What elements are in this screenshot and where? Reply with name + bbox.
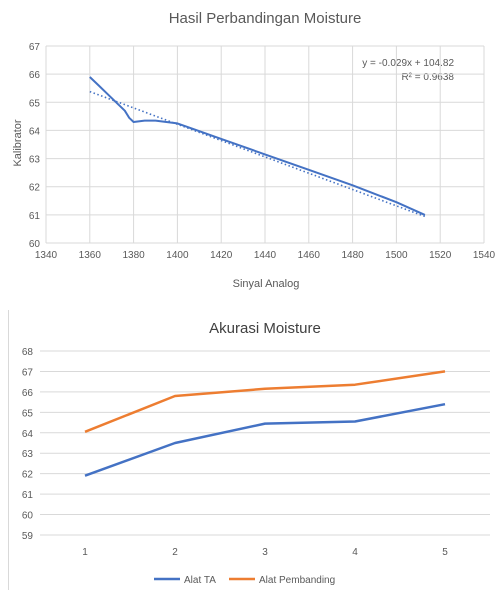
chart1-x-tick-label: 1340	[35, 250, 58, 261]
chart1-x-tick-label: 1460	[298, 250, 321, 261]
chart2-x-tick-label: 5	[442, 547, 448, 558]
chart1-y-tick-label: 62	[29, 183, 41, 194]
chart2-y-tick-label: 66	[22, 388, 34, 399]
chart1-x-tick-label: 1480	[341, 250, 364, 261]
trendline-equation: y = -0.029x + 104.82	[362, 58, 454, 69]
chart1-y-tick-label: 64	[29, 126, 41, 137]
chart2-left-border	[8, 310, 9, 590]
chart1-x-tick-label: 1440	[254, 250, 277, 261]
chart1-y-tick-label: 66	[29, 70, 41, 81]
trendline-r-squared: R² = 0.9638	[401, 72, 454, 83]
chart1-y-axis-label: Kalibrator	[12, 119, 24, 166]
chart2-x-tick-label: 1	[82, 547, 88, 558]
chart2-title: Akurasi Moisture	[209, 320, 321, 337]
trendline	[89, 90, 426, 218]
chart-moisture-accuracy: Akurasi Moisture 59 60 61 62 63 64 65 66 67 68 1 2 3…	[0, 305, 498, 592]
chart1-x-tick-label: 1520	[429, 250, 452, 261]
chart2-y-tick-label: 59	[22, 531, 34, 542]
legend-label-alat-pembanding: Alat Pembanding	[259, 575, 335, 586]
chart2-y-tick-label: 65	[22, 408, 34, 419]
chart1-y-tick-label: 65	[29, 98, 41, 109]
chart2-series-line-alat-ta	[84, 402, 446, 477]
chart1-x-tick-label: 1500	[385, 250, 408, 261]
chart1-title: Hasil Perbandingan Moisture	[169, 10, 362, 27]
chart2-series-line-alat-pembanding	[84, 370, 446, 433]
chart1-y-tick-label: 60	[29, 239, 41, 250]
chart1-series-line	[89, 76, 426, 216]
chart2-y-tick-label: 68	[22, 347, 34, 358]
chart1-svg: Hasil Perbandingan Moisture Sinyal Analo…	[12, 10, 496, 290]
chart2-y-tick-label: 62	[22, 470, 34, 481]
chart2-x-tick-label: 3	[262, 547, 268, 558]
legend-label-alat-ta: Alat TA	[184, 575, 216, 586]
chart2-y-tick-label: 64	[22, 429, 34, 440]
chart1-x-tick-label: 1360	[79, 250, 102, 261]
chart2-y-tick-label: 60	[22, 511, 34, 522]
chart1-x-tick-label: 1380	[122, 250, 145, 261]
chart2-y-tick-label: 67	[22, 367, 34, 378]
chart1-x-tick-label: 1420	[210, 250, 233, 261]
chart1-y-tick-label: 67	[29, 42, 41, 53]
chart2-x-tick-label: 2	[172, 547, 178, 558]
chart-moisture-comparison: Hasil Perbandingan Moisture Sinyal Analo…	[12, 10, 496, 290]
chart2-x-tick-label: 4	[352, 547, 358, 558]
chart2-y-tick-label: 61	[22, 490, 34, 501]
chart1-x-tick-label: 1400	[166, 250, 189, 261]
chart1-y-tick-label: 61	[29, 211, 41, 222]
chart1-y-tick-label: 63	[29, 155, 41, 166]
chart2-svg: Akurasi Moisture 59 60 61 62 63 64 65 66 67 68 1 2 3…	[22, 320, 490, 586]
chart1-x-axis-label: Sinyal Analog	[233, 278, 300, 290]
chart2-legend: Alat TA Alat Pembanding	[154, 575, 335, 586]
chart2-y-tick-label: 63	[22, 449, 34, 460]
chart1-x-tick-label: 1540	[473, 250, 496, 261]
